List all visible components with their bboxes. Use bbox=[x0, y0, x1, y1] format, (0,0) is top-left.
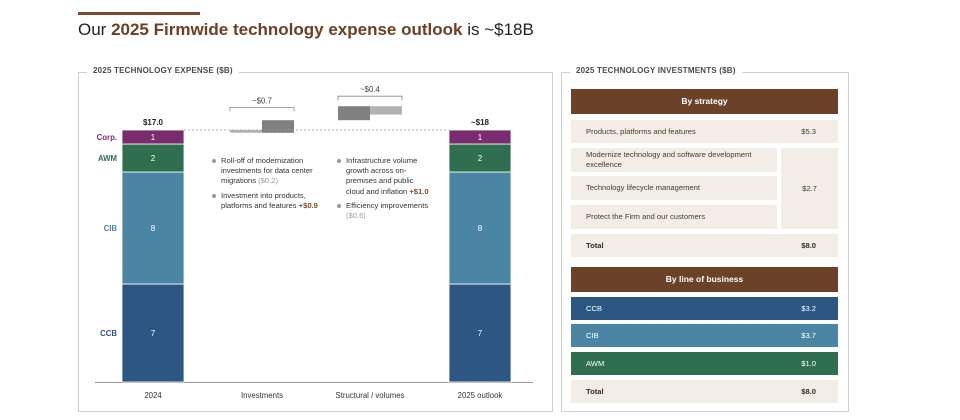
lob-row-value: $1.0 bbox=[801, 359, 816, 368]
strategy-row-value: $5.3 bbox=[801, 127, 816, 136]
bridge-bracket bbox=[229, 107, 295, 112]
by-strategy-header: By strategy bbox=[571, 89, 838, 114]
headline-suffix: is ~$18B bbox=[462, 20, 534, 39]
structural-bullet: Infrastructure volume growth across on-p… bbox=[337, 156, 433, 197]
bar-segment-corp bbox=[448, 129, 512, 145]
headline-bold: 2025 Firmwide technology expense outlook bbox=[111, 20, 463, 39]
lob-row-value: $3.7 bbox=[801, 331, 816, 340]
strategy-total-row: Total $8.0 bbox=[571, 234, 838, 257]
bridge-bracket bbox=[337, 95, 403, 101]
x-tick-label: 2025 outlook bbox=[458, 391, 503, 400]
segment-value-label: 7 bbox=[151, 329, 156, 338]
strategy-row: Products, platforms and features $5.3 bbox=[571, 120, 838, 143]
structural-bullet-text: Infrastructure volume growth across on-p… bbox=[346, 156, 418, 196]
segment-value-label: 2 bbox=[478, 154, 483, 163]
bridge-step-bar bbox=[262, 120, 294, 133]
segment-value-label: 8 bbox=[151, 224, 156, 233]
lob-row-label: CIB bbox=[586, 330, 599, 340]
strategy-total-label: Total bbox=[586, 240, 604, 250]
x-tick-label: Investments bbox=[241, 391, 283, 400]
strategy-row: Protect the Firm and our customers bbox=[571, 205, 777, 229]
lob-row-ccb: CCB $3.2 bbox=[571, 297, 838, 320]
structural-bullet: Efficiency improvements ($0.6) bbox=[337, 201, 433, 221]
structural-bullet-text: Efficiency improvements bbox=[346, 200, 429, 210]
strategy-row-label: Modernize technology and software develo… bbox=[586, 150, 752, 169]
bar-segment-cib bbox=[448, 171, 512, 285]
tech-expense-panel: 2025 TECHNOLOGY EXPENSE ($B) bbox=[78, 66, 553, 412]
strategy-row: Technology lifecycle management bbox=[571, 176, 777, 200]
bar-segment-cib bbox=[121, 171, 185, 285]
strategy-row-label: Technology lifecycle management bbox=[586, 183, 700, 192]
segment-legend-label: CIB bbox=[104, 224, 118, 233]
investments-bullet-amount: +$0.9 bbox=[298, 200, 318, 210]
lob-row-label: AWM bbox=[586, 358, 605, 368]
lob-total-value: $8.0 bbox=[801, 387, 816, 396]
lob-total-row: Total $8.0 bbox=[571, 380, 838, 403]
tech-investments-panel-title: 2025 TECHNOLOGY INVESTMENTS ($B) bbox=[570, 66, 742, 75]
headline-accent-line bbox=[78, 12, 200, 15]
strategy-row-value: $2.7 bbox=[802, 184, 817, 193]
strategy-row-label: Protect the Firm and our customers bbox=[586, 212, 706, 221]
structural-bullet-amount: ($0.6) bbox=[346, 211, 366, 221]
bridge-step-bar bbox=[370, 106, 402, 115]
tech-expense-panel-title: 2025 TECHNOLOGY EXPENSE ($B) bbox=[87, 66, 239, 75]
investments-bullet-amount: ($0.2) bbox=[258, 176, 278, 186]
lob-total-label: Total bbox=[586, 386, 604, 396]
structural-bullet-amount: +$1.0 bbox=[409, 186, 429, 196]
investments-bullet: Roll-off of modernization investments fo… bbox=[212, 156, 322, 187]
lob-row-awm: AWM $1.0 bbox=[571, 352, 838, 375]
bridge-net-label: ~$0.4 bbox=[360, 85, 380, 94]
strategy-total-value: $8.0 bbox=[801, 241, 816, 250]
bar-total-label: ~$18 bbox=[471, 118, 490, 127]
by-lob-header: By line of business bbox=[571, 267, 838, 292]
segment-legend-label: Corp. bbox=[97, 133, 117, 142]
bar-segment-ccb bbox=[448, 283, 512, 383]
lob-row-value: $3.2 bbox=[801, 304, 816, 313]
strategy-merged-value-cell: $2.7 bbox=[781, 148, 838, 229]
x-tick-label: Structural / volumes bbox=[336, 391, 405, 400]
investments-bullet-text: Investment into products, platforms and … bbox=[221, 190, 306, 210]
bar-segment-awm bbox=[448, 143, 512, 173]
lob-row-cib: CIB $3.7 bbox=[571, 324, 838, 347]
lob-row-label: CCB bbox=[586, 303, 603, 313]
bar-total-label: $17.0 bbox=[143, 118, 164, 127]
investments-bullet: Investment into products, platforms and … bbox=[212, 191, 322, 211]
page-title: Our 2025 Firmwide technology expense out… bbox=[78, 20, 534, 40]
segment-value-label: 2 bbox=[151, 154, 156, 163]
structural-bullets: Infrastructure volume growth across on-p… bbox=[337, 156, 433, 225]
strategy-row: Modernize technology and software develo… bbox=[571, 148, 777, 172]
segment-value-label: 7 bbox=[478, 329, 483, 338]
segment-value-label: 1 bbox=[478, 133, 483, 142]
segment-value-label: 1 bbox=[151, 133, 156, 142]
segment-legend-label: AWM bbox=[98, 154, 117, 163]
bridge-step-bar bbox=[230, 130, 262, 133]
headline-prefix: Our bbox=[78, 20, 112, 39]
segment-value-label: 8 bbox=[478, 224, 483, 233]
tech-investments-panel: 2025 TECHNOLOGY INVESTMENTS ($B) bbox=[561, 66, 849, 412]
strategy-row-label: Products, platforms and features bbox=[586, 126, 696, 136]
bridge-step-bar bbox=[338, 106, 370, 121]
bar-segment-corp bbox=[121, 129, 185, 145]
investments-bullets: Roll-off of modernization investments fo… bbox=[212, 156, 322, 215]
investments-bullet-text: Roll-off of modernization investments fo… bbox=[221, 156, 313, 186]
segment-legend-label: CCB bbox=[100, 329, 117, 338]
x-tick-label: 2024 bbox=[144, 391, 162, 400]
bridge-net-label: ~$0.7 bbox=[252, 96, 272, 105]
